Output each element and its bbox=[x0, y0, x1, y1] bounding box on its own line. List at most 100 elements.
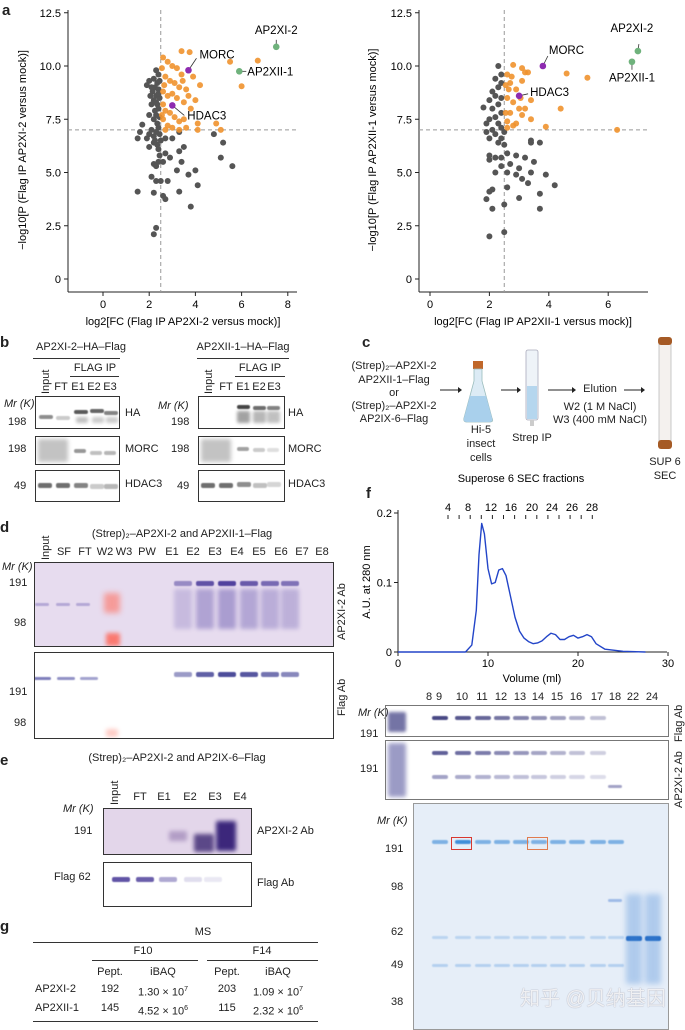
mr-label: Mr (K) bbox=[377, 815, 408, 827]
blot-ap2xi2-ab bbox=[385, 740, 669, 800]
data-point-enriched bbox=[504, 118, 511, 125]
data-point-nonsignificant bbox=[134, 188, 141, 195]
divider bbox=[33, 942, 318, 943]
protein-band bbox=[550, 751, 566, 755]
marker-label: 198 bbox=[171, 416, 190, 428]
data-point-nonsignificant bbox=[498, 94, 505, 101]
blot-ap2xi2-ab bbox=[34, 562, 334, 647]
protein-band bbox=[281, 672, 299, 677]
fraction-tick-label: 24 bbox=[546, 502, 558, 514]
data-point-nonsignificant bbox=[492, 114, 499, 121]
data-point-nonsignificant bbox=[489, 105, 496, 112]
arrow-icon bbox=[548, 387, 645, 393]
blot-label: MORC bbox=[288, 443, 322, 455]
data-point-enriched bbox=[160, 101, 167, 108]
protein-band bbox=[281, 581, 299, 586]
protein-band bbox=[494, 964, 510, 967]
data-point-nonsignificant bbox=[153, 99, 160, 106]
protein-band bbox=[455, 936, 471, 939]
column-header: iBAQ bbox=[265, 966, 291, 978]
data-point-nonsignificant bbox=[155, 90, 162, 97]
protein-band bbox=[590, 716, 606, 720]
data-point-enriched bbox=[504, 94, 511, 101]
data-point-nonsignificant bbox=[498, 154, 505, 161]
protein-band bbox=[626, 936, 642, 941]
data-point-enriched bbox=[194, 126, 201, 133]
data-point-nonsignificant bbox=[483, 196, 490, 203]
data-point-nonsignificant bbox=[169, 135, 176, 142]
data-point-enriched bbox=[519, 77, 526, 84]
protein-band bbox=[267, 411, 280, 423]
data-point-nonsignificant bbox=[139, 121, 146, 128]
cell-exponent: 6 bbox=[184, 1005, 189, 1012]
protein-band bbox=[494, 751, 510, 755]
protein-band bbox=[455, 840, 471, 844]
data-point-enriched bbox=[178, 71, 185, 78]
data-point-enriched bbox=[158, 111, 165, 118]
sec-chromatogram: 0 0.1 0.2 0 10 20 30 4 8 12 16 20 24 26 28 bbox=[377, 502, 674, 670]
protein-band bbox=[216, 821, 236, 851]
point-label: AP2XII-1 bbox=[609, 73, 655, 85]
data-point-enriched bbox=[522, 105, 529, 112]
protein-band bbox=[531, 716, 547, 720]
data-point-nonsignificant bbox=[536, 190, 543, 197]
lane-label: E4 bbox=[230, 546, 244, 558]
lane-label: PW bbox=[138, 546, 156, 558]
data-point-enriched bbox=[614, 126, 621, 133]
construct-text: AP2IX-6–Flag bbox=[359, 413, 429, 425]
blot-label: HDAC3 bbox=[125, 478, 163, 490]
protein-band bbox=[590, 775, 606, 779]
protein-band bbox=[513, 751, 529, 755]
lane-label: E8 bbox=[315, 546, 329, 558]
protein-band bbox=[159, 877, 177, 882]
protein-band bbox=[136, 877, 154, 882]
x-tick-label: 6 bbox=[239, 299, 245, 311]
column-header: Pept. bbox=[214, 966, 240, 978]
protein-band bbox=[531, 775, 547, 779]
protein-band bbox=[196, 589, 214, 629]
x-tick-label: 0 bbox=[100, 299, 106, 311]
data-point-enriched bbox=[173, 65, 180, 72]
x-tick-label: 0 bbox=[427, 299, 433, 311]
protein-band bbox=[56, 483, 70, 488]
data-point-nonsignificant bbox=[150, 116, 157, 123]
lane-label: Input bbox=[40, 369, 52, 394]
cells-label: cells bbox=[469, 452, 493, 464]
table-cell: 115 bbox=[218, 1002, 236, 1014]
blot-ha bbox=[198, 396, 285, 429]
data-point-nonsignificant bbox=[153, 163, 160, 170]
protein-band bbox=[569, 716, 585, 720]
data-point-nonsignificant bbox=[504, 184, 511, 191]
cell-exponent: 7 bbox=[299, 986, 304, 993]
data-point-enriched bbox=[162, 73, 169, 80]
data-point-nonsignificant bbox=[178, 158, 185, 165]
marker-label: 191 bbox=[360, 728, 379, 740]
blot-flag-ab bbox=[103, 862, 252, 907]
protein-band bbox=[432, 964, 448, 967]
fraction-label: 13 bbox=[513, 691, 527, 703]
protein-band bbox=[455, 751, 471, 755]
data-point-nonsignificant bbox=[164, 178, 171, 185]
panel-label-e: e bbox=[0, 752, 9, 769]
data-point-nonsignificant bbox=[156, 131, 163, 138]
table-cell: 4.52 × 106 bbox=[138, 1002, 188, 1019]
protein-band bbox=[531, 964, 547, 967]
data-point-enriched bbox=[180, 99, 187, 106]
protein-band bbox=[57, 677, 75, 680]
data-point-nonsignificant bbox=[185, 171, 192, 178]
x-tick-label: 20 bbox=[572, 658, 584, 670]
protein-band bbox=[513, 716, 529, 720]
lane-label: E2 bbox=[87, 381, 101, 393]
blot-hdac3 bbox=[35, 470, 120, 502]
data-point-enriched bbox=[187, 105, 194, 112]
lane-label: FT bbox=[133, 791, 147, 803]
data-point-nonsignificant bbox=[489, 205, 496, 212]
data-point-enriched bbox=[171, 114, 178, 121]
lane-label: E1 bbox=[71, 381, 85, 393]
protein-band bbox=[475, 751, 491, 755]
protein-band bbox=[80, 677, 98, 680]
data-point-morc bbox=[185, 66, 192, 74]
data-point-enriched bbox=[164, 92, 171, 99]
lane-label: E3 bbox=[208, 546, 222, 558]
protein-band bbox=[475, 964, 491, 967]
